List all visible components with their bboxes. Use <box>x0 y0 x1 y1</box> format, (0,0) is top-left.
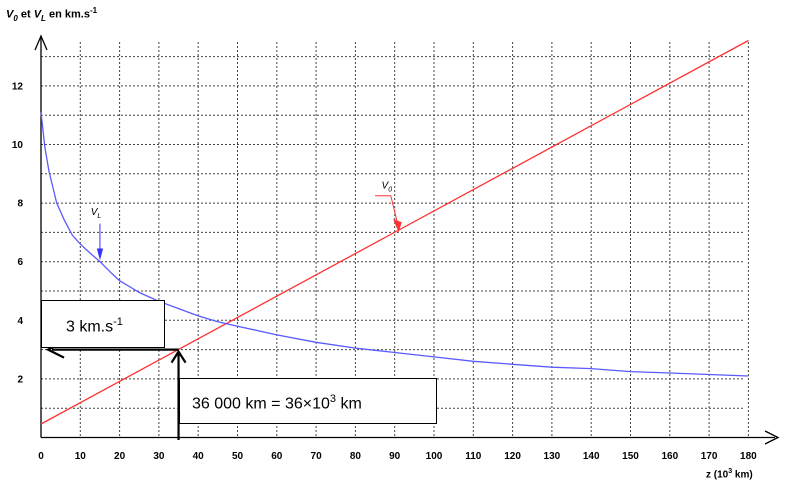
x-tick-label: 170 <box>701 451 718 462</box>
x-tick-labels: 0 10 20 30 40 50 60 70 80 90 100 110 120 130 140 150 160… <box>38 451 757 462</box>
x-axis-arrow <box>764 430 780 445</box>
x-tick-label: 20 <box>114 451 126 462</box>
v0-arrow-head <box>393 219 402 233</box>
chart-series <box>40 39 749 425</box>
x-tick-label: 10 <box>75 451 87 462</box>
y-tick-label: 8 <box>17 199 23 210</box>
x-tick-label: 30 <box>153 451 165 462</box>
label-vl: VL <box>91 207 102 220</box>
y-tick-label: 6 <box>17 257 23 268</box>
distance-annotation-box: 36 000 km = 36×103 km <box>179 378 437 424</box>
x-tick-label: 140 <box>583 451 600 462</box>
y-axis-arrow <box>34 34 48 51</box>
y-tick-label: 10 <box>12 140 24 151</box>
series-line-v0 <box>40 39 749 425</box>
distance-arrow-head <box>170 349 187 364</box>
x-tick-label: 70 <box>311 451 323 462</box>
x-tick-label: 60 <box>271 451 283 462</box>
x-tick-label: 40 <box>193 451 205 462</box>
chart-axes <box>34 34 780 445</box>
vl-arrow-head <box>96 248 104 261</box>
y-tick-label: 4 <box>17 316 23 327</box>
label-v0: V0 <box>382 180 393 193</box>
x-tick-label: 180 <box>740 451 757 462</box>
chart-annotations: V0 VL <box>45 180 402 440</box>
speed-annotation-box: 3 km.s-1 <box>41 300 165 348</box>
x-tick-label: 150 <box>622 451 639 462</box>
x-tick-label: 100 <box>426 451 443 462</box>
y-tick-label: 2 <box>17 374 23 385</box>
x-tick-label: 0 <box>38 451 44 462</box>
x-axis-title: z (103 km) <box>706 468 753 481</box>
y-axis-title: V0 et VL en km.s-1 <box>6 6 98 23</box>
y-tick-label: 12 <box>12 81 24 92</box>
y-tick-labels: 2 4 6 8 10 12 <box>12 81 24 385</box>
v0-arrow-line <box>375 195 400 229</box>
series-line-vl <box>40 112 749 377</box>
x-tick-label: 120 <box>504 451 521 462</box>
x-tick-label: 80 <box>350 451 362 462</box>
x-tick-label: 50 <box>232 451 244 462</box>
x-tick-label: 110 <box>465 451 482 462</box>
x-tick-label: 130 <box>544 451 561 462</box>
chart-grid <box>41 42 749 438</box>
x-tick-label: 90 <box>389 451 401 462</box>
x-tick-label: 160 <box>661 451 678 462</box>
